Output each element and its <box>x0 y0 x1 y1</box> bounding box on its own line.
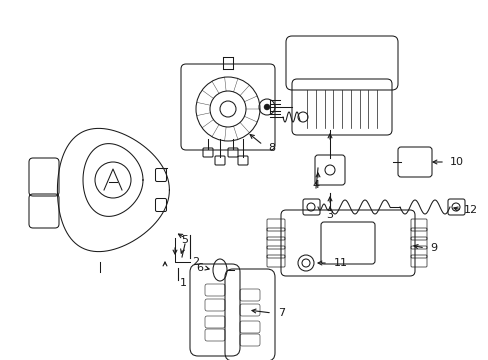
Text: 5: 5 <box>181 235 188 245</box>
Text: 2: 2 <box>192 257 199 267</box>
Circle shape <box>264 104 269 110</box>
Text: 11: 11 <box>333 258 347 268</box>
Text: 10: 10 <box>449 157 463 167</box>
Text: 8: 8 <box>267 143 275 153</box>
Text: 9: 9 <box>429 243 436 253</box>
Text: 12: 12 <box>463 205 477 215</box>
Text: 6: 6 <box>196 263 203 273</box>
Text: 4: 4 <box>312 180 319 190</box>
Text: 3: 3 <box>326 210 333 220</box>
Text: 7: 7 <box>278 308 285 318</box>
Text: 1: 1 <box>179 278 186 288</box>
